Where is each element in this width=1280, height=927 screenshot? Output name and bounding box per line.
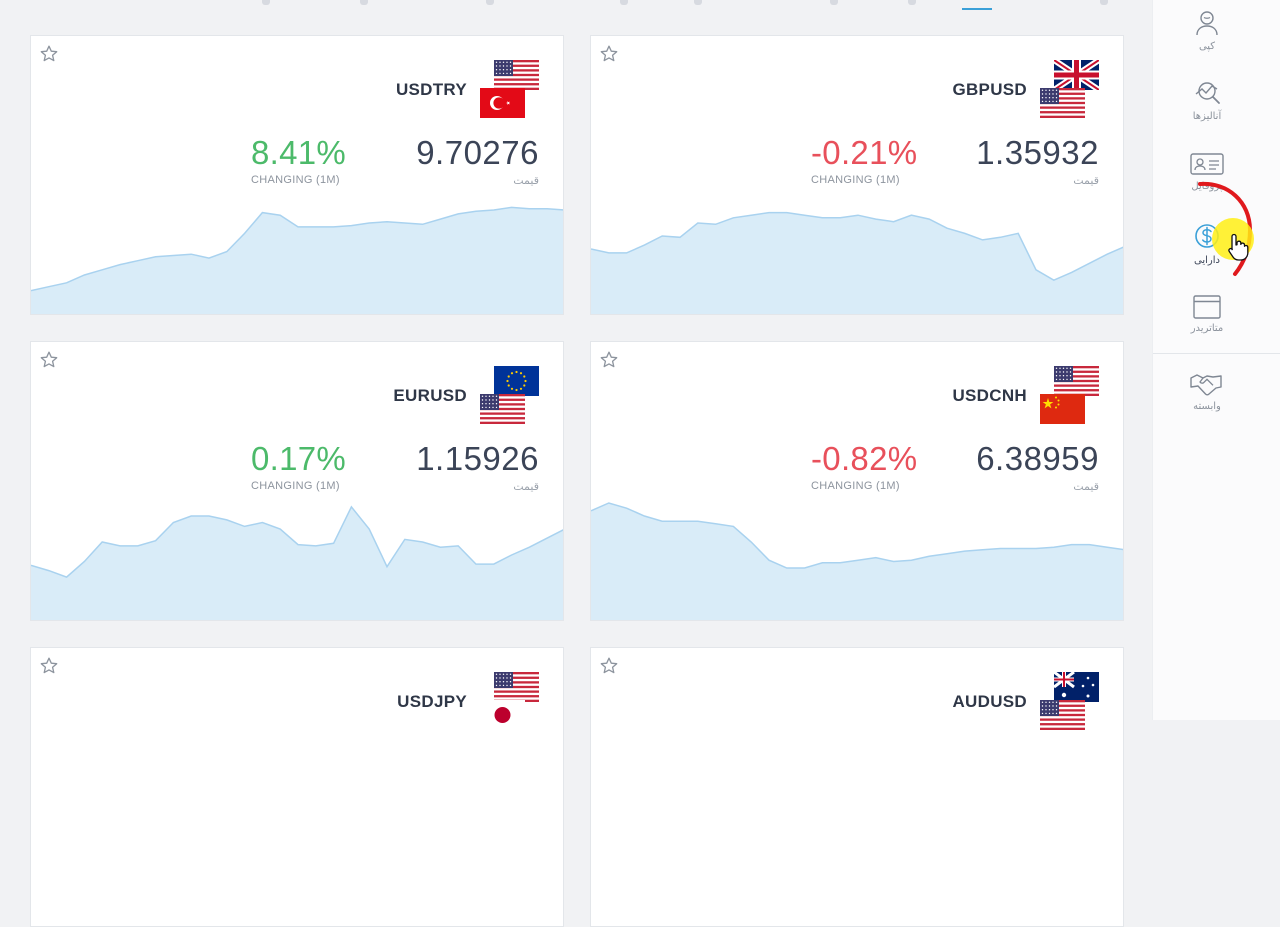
japan-flag-icon bbox=[480, 700, 525, 730]
sparkline-area bbox=[31, 506, 563, 620]
price-label: قیمت bbox=[513, 480, 539, 493]
sidebar-item-metatrader[interactable]: متاتریدر bbox=[1177, 294, 1237, 356]
sparkline-area bbox=[591, 212, 1123, 314]
currency-flags bbox=[479, 58, 539, 120]
change-percent: 8.41% bbox=[251, 134, 347, 171]
sidebar-item-affiliate[interactable]: وابسته bbox=[1177, 370, 1237, 432]
tab-fragment bbox=[486, 0, 494, 5]
change-percent: -0.21% bbox=[811, 134, 918, 171]
instrument-symbol: GBPUSD bbox=[952, 80, 1027, 99]
sparkline-chart bbox=[591, 211, 1123, 314]
currency-flags bbox=[1039, 364, 1099, 426]
instrument-price: 1.35932 bbox=[976, 134, 1099, 171]
instrument-price: 6.38959 bbox=[976, 440, 1099, 477]
tab-fragment bbox=[360, 0, 368, 5]
instrument-card[interactable]: EURUSD 1.15926 قیمت 0.17% CHANGING (1M) bbox=[30, 341, 564, 621]
china-flag-icon bbox=[1040, 394, 1085, 424]
sparkline-chart bbox=[31, 206, 563, 314]
change-label: CHANGING (1M) bbox=[811, 174, 900, 186]
sidebar-item-profile[interactable]: پروفایل bbox=[1177, 150, 1237, 212]
change-label: CHANGING (1M) bbox=[251, 480, 340, 492]
star-icon[interactable] bbox=[599, 350, 619, 370]
sparkline-line bbox=[31, 505, 563, 578]
change-percent: -0.82% bbox=[811, 440, 918, 477]
star-icon[interactable] bbox=[39, 44, 59, 64]
instrument-card[interactable]: USDTRY 9.70276 قیمت 8.41% CHANGING (1M) bbox=[30, 35, 564, 315]
sparkline-area bbox=[31, 207, 563, 314]
tab-fragment bbox=[694, 0, 702, 5]
top-tab-strip bbox=[0, 0, 1152, 14]
instrument-card[interactable]: AUDUSD bbox=[590, 647, 1124, 927]
sparkline-chart bbox=[591, 502, 1123, 620]
price-label: قیمت bbox=[1073, 174, 1099, 187]
usa-flag-icon bbox=[1040, 88, 1085, 118]
currency-flags bbox=[479, 364, 539, 426]
sidebar-item-copy[interactable]: کپی bbox=[1177, 8, 1237, 70]
sidebar-item-label: کپی bbox=[1198, 41, 1216, 52]
active-tab-indicator bbox=[962, 8, 992, 10]
profile-card-icon bbox=[1190, 153, 1224, 175]
instrument-price: 9.70276 bbox=[416, 134, 539, 171]
copy-user-icon bbox=[1196, 11, 1218, 36]
star-icon[interactable] bbox=[599, 656, 619, 676]
change-label: CHANGING (1M) bbox=[251, 174, 340, 186]
star-icon[interactable] bbox=[39, 350, 59, 370]
change-label: CHANGING (1M) bbox=[811, 480, 900, 492]
usa-flag-icon bbox=[480, 394, 525, 424]
currency-flags bbox=[1039, 58, 1099, 120]
price-label: قیمت bbox=[513, 174, 539, 187]
tab-fragment bbox=[1100, 0, 1108, 5]
handshake-icon bbox=[1190, 374, 1222, 396]
star-icon[interactable] bbox=[599, 44, 619, 64]
eu-flag-icon bbox=[494, 366, 539, 396]
tab-fragment bbox=[908, 0, 916, 5]
tab-fragment bbox=[830, 0, 838, 5]
turkey-flag-icon bbox=[480, 88, 525, 118]
instrument-symbol: EURUSD bbox=[393, 386, 467, 405]
australia-flag-icon bbox=[1054, 672, 1099, 702]
hand-cursor-icon bbox=[1228, 233, 1249, 261]
instrument-card[interactable]: GBPUSD 1.35932 قیمت -0.21% CHANGING (1M) bbox=[590, 35, 1124, 315]
sparkline-chart bbox=[31, 505, 563, 620]
sidebar-item-analysis[interactable]: آنالیزها bbox=[1177, 78, 1237, 140]
instrument-symbol: USDCNH bbox=[952, 386, 1027, 405]
instrument-price: 1.15926 bbox=[416, 440, 539, 477]
usa-flag-icon bbox=[494, 672, 539, 702]
sparkline-area bbox=[591, 503, 1123, 620]
price-label: قیمت bbox=[1073, 480, 1099, 493]
currency-flags bbox=[479, 670, 539, 732]
usa-flag-icon bbox=[1054, 366, 1099, 396]
currency-flags bbox=[1039, 670, 1099, 732]
tab-fragment bbox=[620, 0, 628, 5]
sidebar-item-label: وابسته bbox=[1193, 401, 1221, 412]
sparkline-line bbox=[31, 206, 563, 292]
instrument-card[interactable]: USDJPY bbox=[30, 647, 564, 927]
sparkline-line bbox=[591, 502, 1123, 569]
instrument-symbol: USDTRY bbox=[395, 80, 467, 99]
sparkline-line bbox=[591, 211, 1123, 282]
right-sidebar: کپی آنالیزها پروفایل دارایی متاتریدر bbox=[1152, 0, 1280, 720]
sidebar-item-label: پروفایل bbox=[1191, 181, 1223, 192]
change-percent: 0.17% bbox=[251, 440, 347, 477]
star-icon[interactable] bbox=[39, 656, 59, 676]
analysis-icon bbox=[1195, 82, 1220, 104]
instrument-symbol: AUDUSD bbox=[952, 692, 1027, 711]
sidebar-divider bbox=[1153, 353, 1280, 354]
sidebar-item-label: متاتریدر bbox=[1190, 323, 1224, 334]
sidebar-item-label: دارایی bbox=[1194, 255, 1220, 266]
sidebar-item-label: آنالیزها bbox=[1192, 111, 1222, 122]
usa-flag-icon bbox=[1040, 700, 1085, 730]
window-icon bbox=[1193, 295, 1221, 319]
tab-fragment bbox=[262, 0, 270, 5]
instrument-card[interactable]: USDCNH 6.38959 قیمت -0.82% CHANGING (1M) bbox=[590, 341, 1124, 621]
instrument-symbol: USDJPY bbox=[397, 692, 467, 711]
usa-flag-icon bbox=[494, 60, 539, 90]
uk-flag-icon bbox=[1054, 60, 1099, 90]
